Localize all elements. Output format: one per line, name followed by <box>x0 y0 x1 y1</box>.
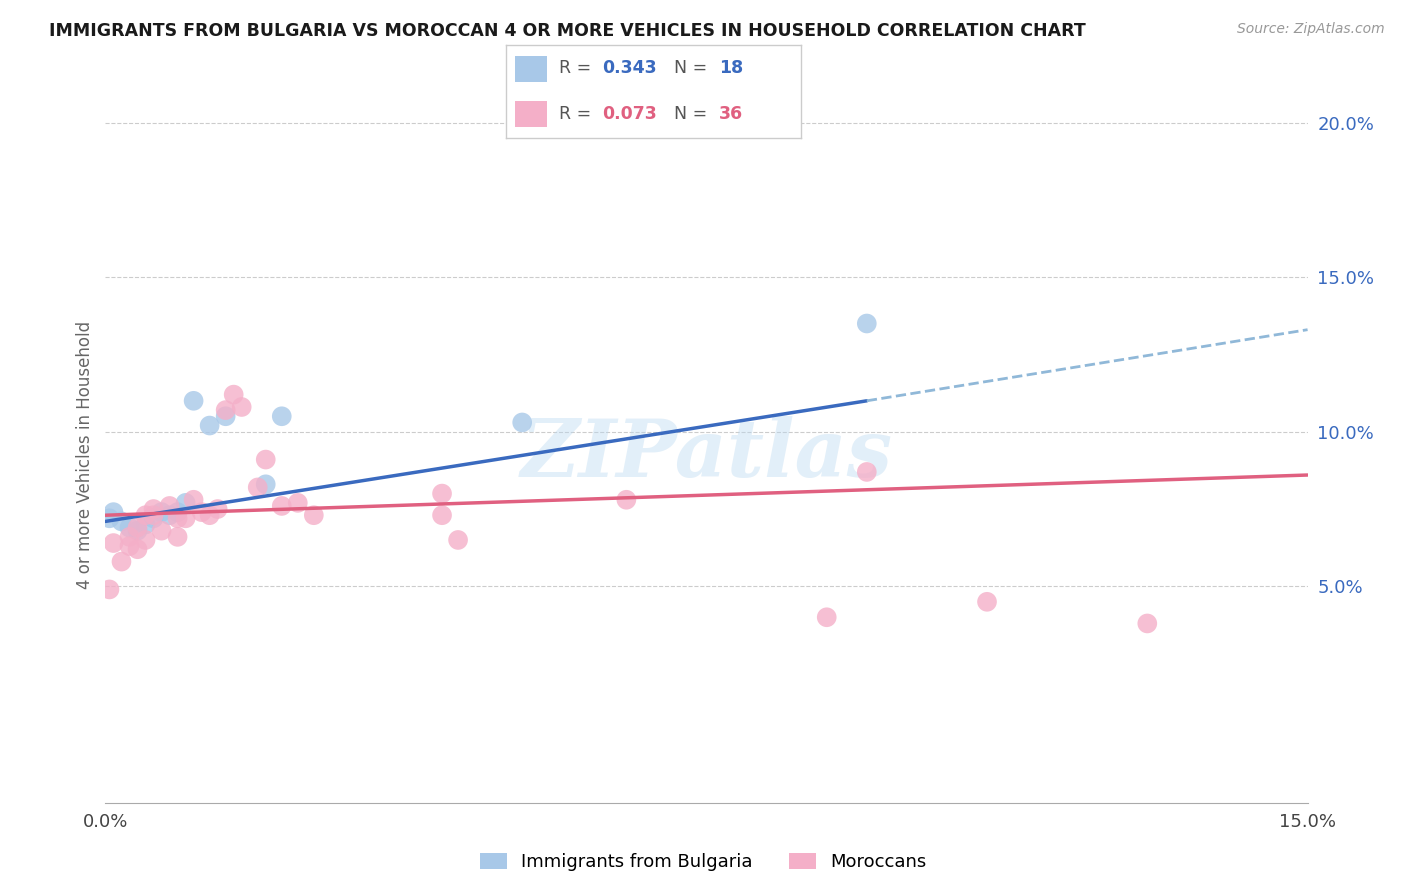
Point <box>1136 616 1159 631</box>
Point <box>110 515 132 529</box>
Point <box>174 511 197 525</box>
Point <box>98 582 121 597</box>
Text: 0.343: 0.343 <box>602 60 657 78</box>
Point <box>118 539 141 553</box>
Legend: Immigrants from Bulgaria, Moroccans: Immigrants from Bulgaria, Moroccans <box>472 846 934 879</box>
Point <box>135 517 157 532</box>
Point <box>166 505 188 519</box>
Point <box>855 317 877 331</box>
Point <box>135 533 157 547</box>
Text: 36: 36 <box>718 105 742 123</box>
Text: R =: R = <box>560 105 598 123</box>
Text: IMMIGRANTS FROM BULGARIA VS MOROCCAN 4 OR MORE VEHICLES IN HOUSEHOLD CORRELATION: IMMIGRANTS FROM BULGARIA VS MOROCCAN 4 O… <box>49 22 1085 40</box>
Point <box>174 496 197 510</box>
Point <box>103 505 125 519</box>
Bar <box>515 101 547 127</box>
Point <box>430 486 453 500</box>
Point <box>110 555 132 569</box>
Point <box>135 508 157 523</box>
Point <box>231 400 253 414</box>
Point <box>183 393 205 408</box>
Point <box>159 499 181 513</box>
Text: N =: N = <box>675 105 713 123</box>
Point <box>214 409 236 424</box>
Point <box>150 524 173 538</box>
Point <box>198 418 221 433</box>
Text: 0.073: 0.073 <box>602 105 657 123</box>
Text: ZIPatlas: ZIPatlas <box>520 417 893 493</box>
Text: N =: N = <box>675 60 713 78</box>
Point <box>159 508 181 523</box>
Point <box>616 492 638 507</box>
Point <box>142 511 165 525</box>
Point <box>183 492 205 507</box>
Point <box>118 530 141 544</box>
Point <box>447 533 470 547</box>
Point <box>127 542 149 557</box>
Point <box>190 505 212 519</box>
Point <box>510 416 533 430</box>
Point <box>815 610 838 624</box>
Point <box>222 387 245 401</box>
Point <box>207 502 229 516</box>
Text: Source: ZipAtlas.com: Source: ZipAtlas.com <box>1237 22 1385 37</box>
Point <box>150 505 173 519</box>
Point <box>166 511 188 525</box>
Y-axis label: 4 or more Vehicles in Household: 4 or more Vehicles in Household <box>76 321 94 589</box>
Point <box>118 520 141 534</box>
Point <box>302 508 325 523</box>
Point <box>976 595 998 609</box>
Point <box>214 403 236 417</box>
Point <box>127 524 149 538</box>
Point <box>246 480 269 494</box>
Point <box>254 452 277 467</box>
Point <box>127 520 149 534</box>
Point <box>98 511 121 525</box>
Point <box>166 530 188 544</box>
Point <box>254 477 277 491</box>
Bar <box>515 56 547 82</box>
Point <box>430 508 453 523</box>
Point <box>103 536 125 550</box>
Point <box>287 496 309 510</box>
Text: R =: R = <box>560 60 598 78</box>
Point <box>198 508 221 523</box>
Point <box>855 465 877 479</box>
Point <box>142 508 165 523</box>
Point <box>270 409 292 424</box>
Point <box>142 502 165 516</box>
Point <box>270 499 292 513</box>
Text: 18: 18 <box>718 60 742 78</box>
